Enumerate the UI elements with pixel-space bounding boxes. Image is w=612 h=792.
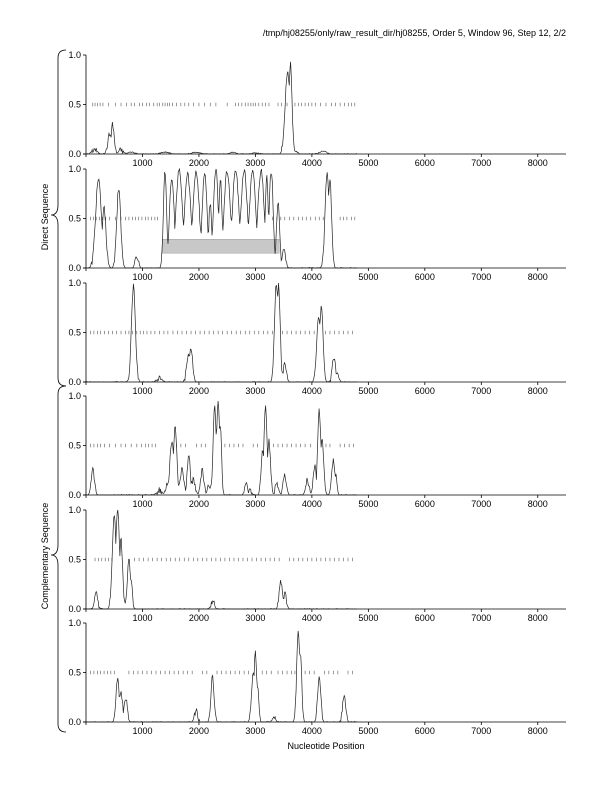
x-tick-label: 1000 (132, 613, 152, 623)
group-brace-complementary (50, 385, 67, 733)
x-tick-label: 4000 (302, 158, 322, 168)
y-tick-label: 0.0 (68, 717, 81, 727)
series-line (85, 282, 358, 383)
x-tick-label: 3000 (245, 613, 265, 623)
x-tick-label: 5000 (358, 158, 378, 168)
highlight-region (161, 239, 280, 254)
y-tick-label: 0.0 (68, 490, 81, 500)
x-tick-label: 5000 (358, 613, 378, 623)
x-tick-label: 6000 (415, 158, 435, 168)
series-line (86, 61, 358, 155)
series-line (85, 630, 358, 723)
x-tick-label: 4000 (302, 499, 322, 509)
y-tick-label: 1.0 (68, 50, 81, 60)
figure-header-title: /tmp/hj08255/only/raw_result_dir/hj08255… (263, 28, 566, 38)
x-tick-label: 2000 (189, 272, 209, 282)
x-tick-label: 1000 (132, 158, 152, 168)
x-tick-label: 1000 (132, 386, 152, 396)
x-tick-label: 7000 (471, 272, 491, 282)
y-tick-label: 0.0 (68, 263, 81, 273)
chart-panel-3: 0.0 0.5 1.0 1000 2000 3000 4000 5000 6000 7000 800… (68, 278, 566, 396)
x-tick-label: 8000 (528, 726, 548, 736)
y-tick-label: 1.0 (68, 391, 81, 401)
y-tick-label: 0.5 (68, 441, 81, 451)
chart-panel-5: 0.0 0.5 1.0 1000 2000 3000 4000 5000 6000 7000 800… (68, 505, 566, 623)
x-tick-label: 7000 (471, 386, 491, 396)
chart-panel-2: 0.0 0.5 1.0 1000 2000 3000 4000 5000 6000 7000 800… (68, 164, 566, 282)
x-tick-label: 2000 (189, 158, 209, 168)
x-tick-label: 8000 (528, 386, 548, 396)
x-tick-label: 4000 (302, 272, 322, 282)
x-tick-label: 6000 (415, 272, 435, 282)
x-tick-label: 7000 (471, 158, 491, 168)
x-tick-label: 6000 (415, 386, 435, 396)
series-line (85, 509, 358, 610)
y-tick-label: 1.0 (68, 278, 81, 288)
x-tick-label: 7000 (471, 499, 491, 509)
x-tick-label: 5000 (358, 499, 378, 509)
panels-container: 0.0 0.5 1.0 1000 2000 3000 4000 5000 6000 7000 800… (68, 50, 566, 736)
x-tick-label: 2000 (189, 726, 209, 736)
x-tick-label: 8000 (528, 272, 548, 282)
x-tick-label: 8000 (528, 613, 548, 623)
y-tick-label: 0.5 (68, 328, 81, 338)
y-tick-label: 1.0 (68, 618, 81, 628)
x-tick-label: 3000 (245, 499, 265, 509)
chart-panel-1: 0.0 0.5 1.0 1000 2000 3000 4000 5000 6000 7000 800… (68, 50, 566, 168)
x-tick-label: 1000 (132, 272, 152, 282)
x-tick-label: 1000 (132, 726, 152, 736)
chart-panel-6: 0.0 0.5 1.0 1000 2000 3000 4000 5000 6000 7000 800… (68, 618, 566, 736)
x-tick-label: 3000 (245, 272, 265, 282)
x-tick-label: 2000 (189, 386, 209, 396)
chart-panel-4: 0.0 0.5 1.0 1000 2000 3000 4000 5000 6000 7000 800… (68, 391, 566, 509)
x-tick-label: 4000 (302, 386, 322, 396)
group-label-direct: Direct Sequence (40, 184, 50, 251)
x-tick-label: 4000 (302, 613, 322, 623)
x-tick-label: 1000 (132, 499, 152, 509)
y-tick-label: 0.5 (68, 214, 81, 224)
y-tick-label: 1.0 (68, 164, 81, 174)
y-tick-label: 0.5 (68, 668, 81, 678)
x-tick-label: 8000 (528, 499, 548, 509)
series-line (85, 167, 358, 269)
series-line (85, 400, 358, 496)
x-tick-label: 6000 (415, 613, 435, 623)
group-label-complementary: Complementary Sequence (40, 503, 50, 610)
x-tick-label: 3000 (245, 386, 265, 396)
y-tick-label: 0.0 (68, 377, 81, 387)
x-tick-label: 8000 (528, 158, 548, 168)
x-tick-label: 3000 (245, 158, 265, 168)
x-tick-label: 5000 (358, 272, 378, 282)
x-tick-label: 4000 (302, 726, 322, 736)
y-tick-label: 0.5 (68, 555, 81, 565)
x-tick-label: 2000 (189, 499, 209, 509)
x-tick-label: 2000 (189, 613, 209, 623)
x-axis-label: Nucleotide Position (287, 741, 364, 751)
x-tick-label: 5000 (358, 386, 378, 396)
y-tick-label: 0.0 (68, 604, 81, 614)
x-tick-label: 3000 (245, 726, 265, 736)
x-tick-label: 7000 (471, 613, 491, 623)
x-tick-label: 6000 (415, 499, 435, 509)
x-tick-label: 5000 (358, 726, 378, 736)
y-tick-label: 1.0 (68, 505, 81, 515)
group-brace-direct (50, 49, 67, 387)
x-tick-label: 6000 (415, 726, 435, 736)
y-tick-label: 0.5 (68, 100, 81, 110)
y-tick-label: 0.0 (68, 149, 81, 159)
x-tick-label: 7000 (471, 726, 491, 736)
